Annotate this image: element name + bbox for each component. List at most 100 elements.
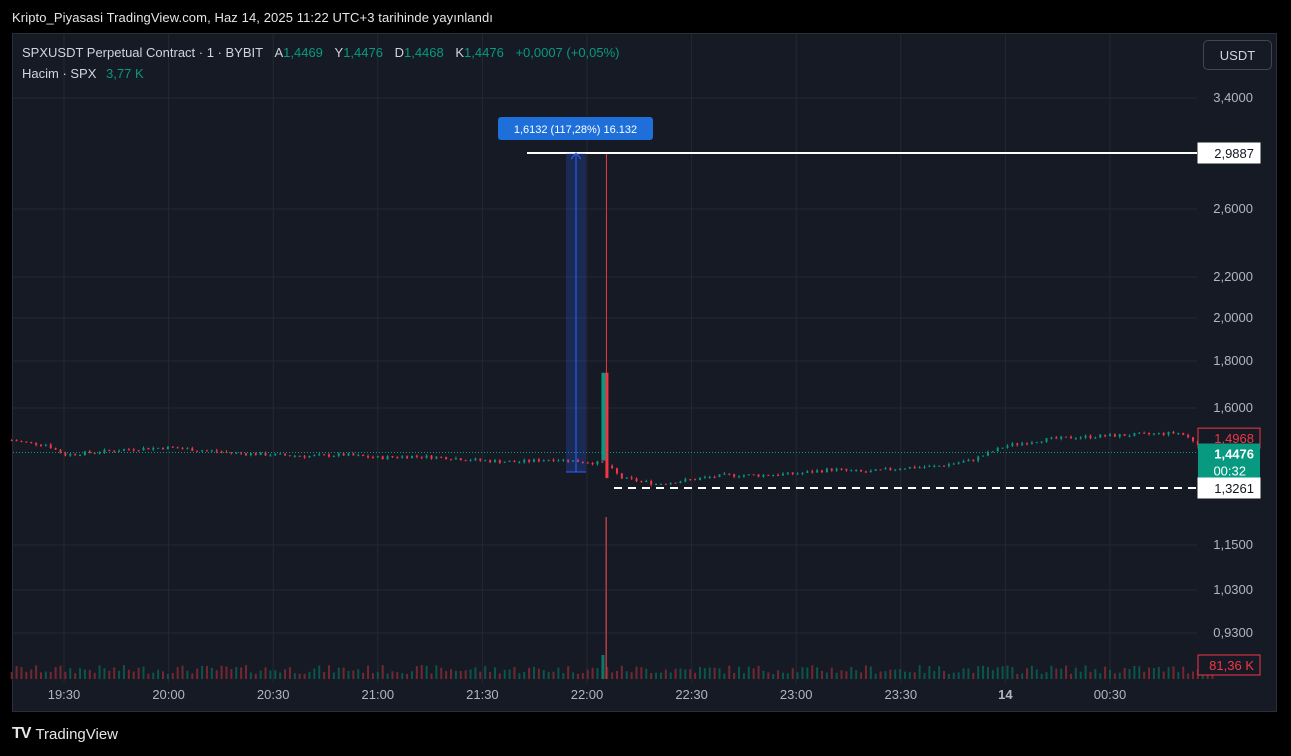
volume-bar (93, 672, 96, 679)
volume-bar (957, 672, 960, 679)
candle-body (903, 468, 906, 470)
candle-body (962, 461, 965, 463)
volume-bar (484, 666, 487, 679)
candle-body (869, 470, 872, 473)
candle-body (537, 459, 540, 462)
measure-arrow-head (570, 152, 582, 160)
candle-body (181, 448, 184, 450)
volume-bar (952, 672, 955, 679)
candle-body (186, 448, 189, 450)
candle-body (991, 451, 994, 453)
volume-bar (1182, 666, 1185, 679)
volume-bar (811, 665, 814, 679)
candle-body (240, 452, 243, 454)
volume-label[interactable]: Hacim · SPX (22, 66, 97, 81)
candle-body (415, 455, 418, 457)
spike-volume-bar (605, 517, 607, 679)
y-tick-label: 3,4000 (1213, 90, 1253, 105)
candle-body (293, 455, 296, 457)
volume-bar (996, 667, 999, 679)
volume-bar (586, 669, 589, 679)
tradingview-brand[interactable]: TV TradingView (12, 725, 118, 743)
candle-body (1030, 442, 1033, 445)
candle-body (459, 458, 462, 461)
volume-bar (835, 672, 838, 679)
volume-bar (1177, 671, 1180, 679)
candle-body (303, 456, 306, 458)
volume-bar (137, 667, 140, 679)
volume-bar (122, 665, 125, 679)
candle-body (98, 452, 101, 454)
volume-bar (88, 670, 91, 679)
volume-bar (362, 672, 365, 679)
volume-bar (279, 672, 282, 679)
volume-bar (933, 670, 936, 679)
candle-body (484, 460, 487, 462)
candle-body (718, 474, 721, 478)
volume-bar (1152, 668, 1155, 679)
candle-body (713, 477, 716, 479)
volume-bar (625, 671, 628, 679)
volume-bar (440, 667, 443, 679)
volume-bar (567, 666, 570, 679)
volume-bar (264, 667, 267, 679)
candle-body (245, 453, 248, 456)
volume-bar (684, 669, 687, 679)
candle-body (557, 460, 560, 462)
y-tick-label: 2,2000 (1213, 269, 1253, 284)
volume-bar (742, 673, 745, 679)
symbol-legend: SPXUSDT Perpetual Contract · 1 · BYBIT A… (22, 45, 620, 60)
candle-body (493, 460, 496, 463)
volume-bar (230, 669, 233, 679)
volume-bar (1050, 665, 1053, 679)
volume-bar (157, 669, 160, 679)
volume-bar (220, 665, 223, 679)
x-tick-label: 19:30 (48, 687, 81, 702)
candle-body (596, 461, 599, 465)
volume-bar (762, 670, 765, 679)
candle-body (342, 453, 345, 456)
candle-body (215, 450, 218, 452)
candle-body (625, 477, 628, 479)
volume-bar (420, 665, 423, 679)
candle-body (1040, 441, 1043, 443)
volume-bar (552, 671, 555, 679)
volume-bar (1113, 673, 1116, 679)
candle-body (205, 450, 208, 452)
candle-body (703, 477, 706, 479)
volume-bar (1006, 665, 1009, 679)
candle-body (523, 459, 526, 463)
candle-body (59, 449, 62, 454)
candle-body (1133, 433, 1136, 436)
chart-panel[interactable] (12, 33, 1277, 712)
volume-bar (767, 672, 770, 679)
volume-bar (1045, 672, 1048, 679)
volume-bar (464, 670, 467, 679)
time-axis[interactable]: 19:30 20:00 20:30 21:00 21:30 22:00 22:30 23:00… (48, 687, 1127, 702)
candle-body (1167, 431, 1170, 435)
currency-button[interactable]: USDT (1203, 40, 1272, 70)
volume-bar (274, 670, 277, 679)
volume-bar (59, 665, 62, 679)
price-axis[interactable]: 3,4000 2,6000 2,2000 2,0000 1,8000 1,6000 1,15… (1197, 90, 1261, 676)
volume-bar (147, 673, 150, 679)
volume-bar (308, 671, 311, 679)
candle-body (176, 447, 179, 449)
volume-bar (821, 670, 824, 679)
candle-body (332, 455, 335, 457)
candle-body (1172, 431, 1175, 434)
volume-bar (108, 670, 111, 679)
candle-body (1026, 443, 1029, 445)
volume-bar (708, 667, 711, 679)
candle-body (1104, 434, 1107, 437)
candle-body (938, 465, 941, 467)
symbol-name[interactable]: SPXUSDT Perpetual Contract · 1 · BYBIT (22, 45, 263, 60)
volume-bar (367, 665, 370, 679)
candle-body (850, 470, 853, 472)
candle-body (547, 459, 550, 461)
close-value: 1,4476 (464, 45, 504, 60)
volume-bar (410, 671, 413, 679)
volume-bar (191, 673, 194, 679)
candle-body (249, 453, 252, 456)
